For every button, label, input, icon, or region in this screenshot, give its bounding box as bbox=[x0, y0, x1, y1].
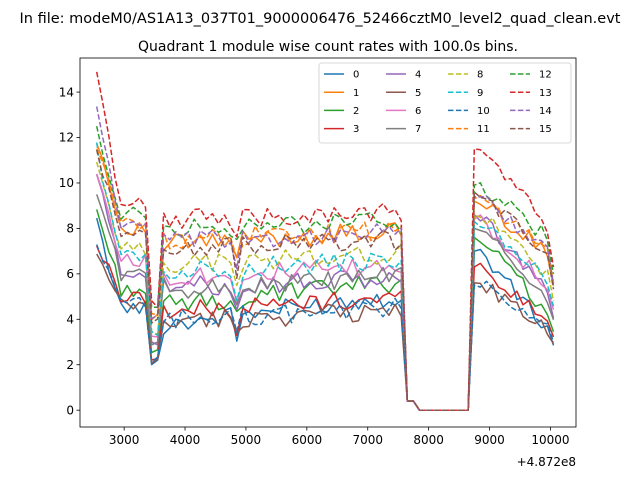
y-tick-label: 14 bbox=[59, 85, 74, 99]
y-tick-label: 10 bbox=[59, 176, 74, 190]
x-tick-label: 3000 bbox=[109, 433, 140, 447]
figure-suptitle: In file: modeM0/AS1A13_037T01_9000006476… bbox=[20, 11, 621, 27]
legend-label-11: 11 bbox=[477, 124, 490, 135]
x-tick-label: 7000 bbox=[352, 433, 383, 447]
legend-label-4: 4 bbox=[415, 70, 421, 81]
x-tick-label: 10000 bbox=[531, 433, 569, 447]
legend-label-10: 10 bbox=[477, 106, 490, 117]
x-tick-label: 5000 bbox=[231, 433, 262, 447]
x-tick-label: 9000 bbox=[474, 433, 505, 447]
y-tick-label: 8 bbox=[66, 222, 74, 236]
legend-label-9: 9 bbox=[477, 88, 483, 99]
y-tick-label: 6 bbox=[66, 267, 74, 281]
x-axis-offset-label: +4.872e8 bbox=[517, 455, 576, 469]
legend-label-8: 8 bbox=[477, 70, 483, 81]
y-tick-label: 4 bbox=[66, 312, 74, 326]
legend-label-2: 2 bbox=[353, 106, 359, 117]
chart: In file: modeM0/AS1A13_037T01_9000006476… bbox=[0, 0, 640, 480]
legend-label-13: 13 bbox=[539, 88, 552, 99]
legend-label-5: 5 bbox=[415, 88, 421, 99]
x-tick-label: 8000 bbox=[413, 433, 444, 447]
legend-label-6: 6 bbox=[415, 106, 421, 117]
x-tick-label: 6000 bbox=[292, 433, 323, 447]
y-tick-label: 0 bbox=[66, 403, 74, 417]
legend-label-15: 15 bbox=[539, 124, 552, 135]
chart-title: Quadrant 1 module wise count rates with … bbox=[138, 39, 518, 55]
legend-label-12: 12 bbox=[539, 70, 552, 81]
legend-label-0: 0 bbox=[353, 70, 359, 81]
x-tick-label: 4000 bbox=[170, 433, 201, 447]
legend-label-3: 3 bbox=[353, 124, 359, 135]
y-tick-label: 2 bbox=[66, 358, 74, 372]
legend-label-7: 7 bbox=[415, 124, 421, 135]
y-tick-label: 12 bbox=[59, 131, 74, 145]
legend-label-1: 1 bbox=[353, 88, 359, 99]
legend-label-14: 14 bbox=[539, 106, 552, 117]
